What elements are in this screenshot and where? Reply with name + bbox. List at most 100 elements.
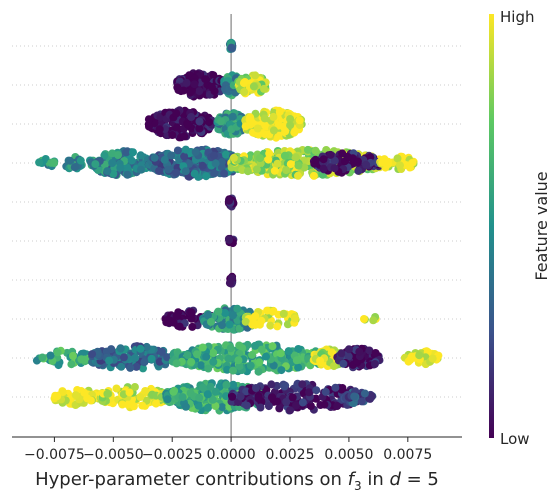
- data-point: [172, 311, 181, 320]
- data-point: [71, 391, 80, 400]
- data-point: [256, 403, 265, 412]
- data-point: [155, 125, 164, 134]
- colorbar-low-label: Low: [500, 430, 530, 448]
- data-point: [269, 112, 278, 121]
- data-point: [132, 362, 141, 371]
- data-point: [196, 361, 205, 370]
- data-point: [282, 398, 291, 406]
- data-point: [246, 120, 255, 129]
- data-point: [241, 317, 250, 326]
- x-axis-ticks: −0.0075−0.0050−0.0025 0.0000 0.0025 0.0050 0…: [24, 437, 432, 463]
- data-point: [286, 121, 295, 130]
- data-point: [211, 402, 220, 410]
- data-point: [268, 342, 277, 351]
- data-point: [255, 358, 264, 367]
- data-point: [280, 151, 289, 160]
- data-point: [353, 157, 362, 166]
- data-point: [294, 171, 302, 180]
- data-point: [260, 114, 269, 123]
- data-point: [160, 155, 169, 164]
- data-point: [105, 356, 114, 365]
- data-point: [208, 395, 217, 404]
- data-point: [257, 345, 266, 354]
- data-point: [180, 132, 189, 141]
- x-tick-label: 0.0075: [383, 447, 432, 463]
- data-point: [157, 347, 166, 356]
- data-point: [195, 117, 204, 126]
- data-point: [235, 324, 244, 333]
- data-point: [227, 43, 236, 52]
- x-axis-label-prefix: Hyper-parameter contributions on: [35, 469, 348, 490]
- colorbar-title: Feature value: [532, 171, 551, 280]
- data-point: [207, 317, 215, 326]
- data-point: [286, 406, 295, 415]
- data-point: [35, 158, 44, 167]
- x-tick-label: −0.0050: [83, 447, 144, 463]
- data-point: [223, 365, 232, 374]
- data-point: [103, 389, 112, 398]
- data-point: [202, 352, 211, 361]
- data-point: [236, 392, 245, 401]
- data-point: [145, 122, 153, 131]
- data-point: [246, 361, 255, 370]
- data-point: [366, 153, 375, 162]
- data-point: [199, 383, 207, 392]
- data-point: [246, 113, 255, 122]
- data-point: [262, 352, 270, 361]
- data-point: [229, 153, 238, 162]
- data-point: [180, 152, 189, 161]
- data-point: [183, 120, 192, 129]
- data-point: [286, 115, 295, 123]
- data-point: [330, 156, 339, 165]
- data-point: [295, 116, 304, 125]
- data-point: [91, 160, 100, 169]
- data-point: [167, 151, 176, 160]
- data-point: [225, 235, 233, 244]
- data-point: [222, 380, 231, 389]
- data-point: [190, 169, 199, 178]
- data-point: [129, 402, 138, 411]
- data-point: [119, 353, 128, 362]
- x-axis-label-variable: f: [348, 469, 357, 490]
- data-point: [116, 163, 125, 172]
- data-point: [251, 312, 260, 321]
- data-point: [228, 274, 236, 283]
- x-tick-label: 0.0050: [324, 447, 373, 463]
- data-point: [320, 400, 329, 409]
- data-point: [405, 163, 414, 172]
- data-point: [281, 127, 290, 136]
- data-point: [333, 402, 342, 410]
- data-point: [181, 402, 190, 411]
- data-point: [298, 380, 307, 389]
- data-point: [136, 151, 145, 160]
- x-tick-label: 0.0000: [207, 447, 256, 463]
- data-point: [269, 361, 278, 370]
- data-point: [217, 117, 225, 126]
- data-point: [270, 166, 279, 175]
- data-point: [251, 341, 259, 350]
- data-point: [218, 321, 226, 330]
- data-point: [187, 358, 196, 366]
- data-point: [233, 304, 242, 313]
- data-point: [338, 149, 347, 158]
- data-point: [337, 385, 346, 394]
- data-point: [53, 392, 62, 401]
- data-point: [178, 393, 187, 402]
- data-point: [266, 321, 275, 330]
- data-point: [166, 316, 175, 325]
- data-point: [321, 387, 330, 396]
- x-axis-label-dimension: d: [389, 469, 401, 490]
- data-point: [330, 164, 339, 173]
- data-point: [225, 320, 234, 329]
- data-point: [164, 165, 173, 174]
- data-point: [260, 84, 268, 93]
- data-point: [136, 393, 145, 401]
- data-point: [182, 78, 191, 87]
- x-tick-label: −0.0025: [142, 447, 203, 463]
- data-point: [228, 392, 237, 401]
- data-point: [123, 170, 132, 179]
- data-point: [118, 400, 127, 409]
- data-point: [203, 390, 212, 399]
- data-point: [88, 350, 97, 359]
- data-point: [195, 87, 204, 96]
